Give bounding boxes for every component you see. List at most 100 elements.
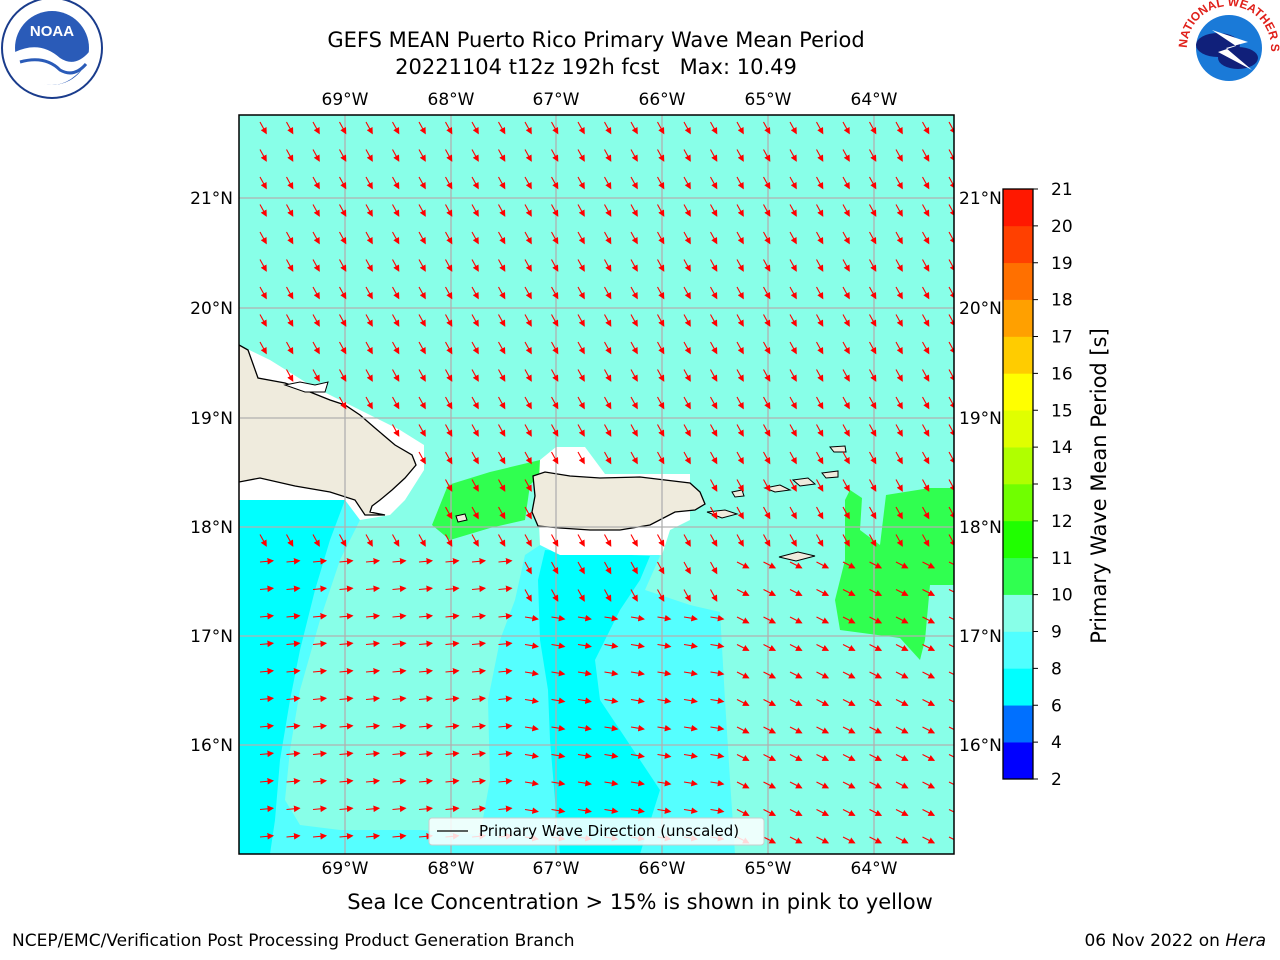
wave-arrow: [948, 671, 954, 676]
wave-arrow: [710, 231, 718, 245]
wave-arrow: [869, 424, 877, 437]
wave-arrow: [842, 644, 856, 651]
wave-arrow: [736, 369, 744, 382]
wave-arrow: [339, 121, 347, 135]
lon-labels-bottom: 69°W 68°W 67°W 66°W 65°W 64°W: [322, 859, 898, 879]
wave-arrow: [895, 396, 903, 410]
sea-ice-note: Sea Ice Concentration > 15% is shown in …: [347, 890, 933, 914]
wave-arrow: [339, 259, 347, 272]
wave-arrow: [948, 836, 954, 841]
wave-arrow: [445, 613, 460, 620]
colorbar-tick-label: 18: [1051, 291, 1073, 311]
wave-arrow: [339, 640, 354, 648]
wave-arrow: [551, 807, 566, 814]
wave-arrow: [259, 695, 275, 703]
wave-arrow: [816, 121, 824, 135]
wave-arrow: [869, 589, 883, 596]
wave-arrow: [471, 695, 487, 703]
wave-arrow: [657, 534, 665, 547]
wave-arrow: [948, 616, 954, 621]
wave-arrow: [604, 231, 612, 245]
wave-arrow: [551, 369, 559, 382]
wave-arrow: [524, 697, 539, 704]
wave-arrow: [471, 613, 487, 620]
wave-arrow: [604, 561, 612, 575]
wave-arrow: [471, 750, 487, 758]
wave-arrow: [445, 314, 453, 327]
wave-arrow: [895, 561, 909, 569]
lat-label-21n-right: 21°N: [959, 189, 1002, 209]
wave-arrow: [286, 314, 294, 327]
wave-arrow: [816, 149, 824, 162]
wave-arrow: [365, 341, 373, 355]
colorbar-tick-label: 10: [1051, 586, 1073, 606]
wave-arrow: [551, 724, 566, 732]
wave-arrow: [789, 754, 803, 761]
wave-arrow: [445, 778, 460, 785]
wave-arrow: [445, 259, 453, 272]
wave-arrow: [577, 341, 585, 355]
wave-arrow: [392, 396, 400, 410]
wave-arrow: [630, 534, 638, 547]
wave-arrow: [577, 534, 585, 547]
wave-arrow: [498, 479, 506, 492]
credit-date-text: 06 Nov 2022 on: [1084, 931, 1220, 951]
wave-arrow: [365, 534, 373, 547]
wave-arrow: [365, 558, 381, 565]
wave-arrow: [789, 616, 803, 624]
wave-arrow: [763, 809, 777, 816]
wave-arrow: [683, 204, 691, 217]
wave-arrow: [286, 534, 294, 547]
wave-arrow: [895, 231, 903, 245]
wave-arrow: [524, 807, 539, 814]
wave-arrow: [392, 805, 407, 813]
lat-label-17n-right: 17°N: [959, 627, 1002, 647]
wave-arrow: [445, 695, 460, 703]
wave-arrow: [922, 259, 930, 272]
wave-arrow: [736, 754, 750, 761]
wave-arrow: [869, 699, 883, 706]
wave-arrow: [471, 396, 479, 410]
wave-arrow: [683, 396, 691, 410]
wave-arrow: [418, 369, 426, 382]
wave-arrow: [392, 341, 400, 355]
colorbar-segment: [1003, 189, 1033, 227]
wave-arrow: [365, 314, 373, 327]
wave-arrow: [524, 614, 539, 622]
wave-arrow: [577, 451, 585, 465]
wave-arrow: [789, 726, 803, 734]
wave-arrow: [683, 259, 691, 272]
wave-arrow: [710, 424, 718, 437]
wave-arrow: [471, 121, 479, 135]
wave-arrow: [657, 341, 665, 355]
wave-arrow: [842, 231, 850, 245]
wave-arrow: [445, 204, 453, 217]
wave-arrow: [604, 589, 612, 602]
wave-arrow: [418, 723, 434, 730]
wave-arrow: [312, 833, 328, 840]
wave-arrow: [922, 204, 930, 217]
wave-arrow: [763, 149, 771, 162]
wave-arrow: [524, 451, 532, 465]
wave-arrow: [710, 779, 725, 787]
colorbar-tick-label: 12: [1051, 512, 1073, 532]
wave-arrow: [922, 644, 936, 651]
wave-arrow: [551, 779, 566, 787]
colorbar-tick-label: 2: [1051, 770, 1062, 790]
wave-arrow: [657, 204, 665, 217]
wave-arrow: [657, 314, 665, 327]
wave-arrow: [286, 833, 301, 840]
wave-arrow: [392, 314, 400, 327]
wave-arrow: [418, 204, 426, 217]
wave-arrow: [312, 176, 320, 190]
wave-arrow: [710, 149, 718, 162]
nws-logo: NATIONAL WEATHER SERVICE: [0, 0, 1280, 96]
wave-arrow: [339, 558, 354, 565]
wave-arrow: [736, 149, 744, 162]
wave-arrow: [630, 669, 645, 677]
wave-arrow: [736, 561, 750, 569]
wave-arrow: [604, 176, 612, 190]
wave-arrow: [498, 451, 506, 465]
colorbar-segment: [1003, 484, 1033, 522]
wave-arrow: [657, 779, 672, 787]
